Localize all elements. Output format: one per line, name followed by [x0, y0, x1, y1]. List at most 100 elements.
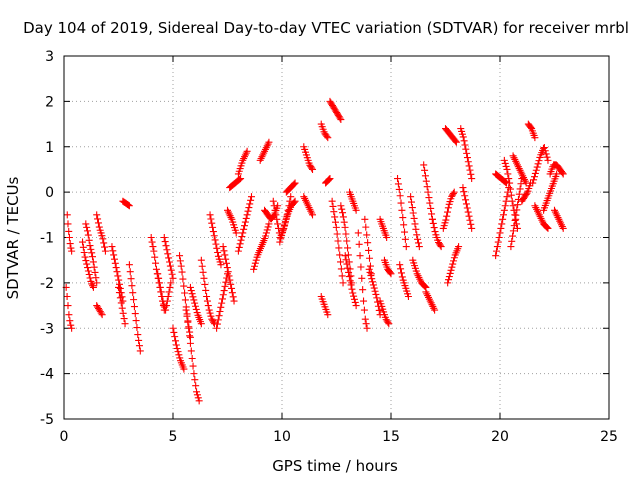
data-point	[120, 315, 128, 323]
data-point	[222, 259, 230, 267]
data-point	[402, 243, 410, 251]
data-point	[437, 243, 445, 251]
data-point	[383, 234, 391, 241]
data-point	[68, 324, 76, 332]
data-point	[427, 204, 435, 212]
data-point	[68, 247, 76, 255]
data-point	[369, 281, 377, 289]
y-tick-label: -3	[40, 321, 54, 337]
data-point	[161, 238, 169, 246]
data-point	[126, 268, 134, 276]
data-point	[460, 137, 468, 145]
data-point	[83, 260, 91, 268]
data-point	[191, 299, 199, 307]
data-point	[229, 293, 237, 301]
data-point	[65, 227, 73, 235]
data-point	[186, 333, 194, 341]
data-point	[335, 244, 343, 252]
data-point	[352, 302, 360, 310]
data-point	[396, 192, 404, 200]
data-point	[351, 298, 359, 306]
data-point	[542, 150, 550, 158]
data-point	[265, 220, 273, 228]
data-point	[93, 279, 101, 287]
data-point	[452, 138, 460, 146]
data-point	[502, 197, 510, 205]
data-point	[186, 339, 194, 347]
data-point	[534, 160, 542, 168]
data-point	[129, 289, 137, 297]
data-point	[163, 297, 171, 305]
data-point	[278, 232, 286, 240]
data-point	[462, 196, 470, 204]
data-point	[459, 184, 467, 192]
data-point	[459, 133, 467, 141]
data-point	[498, 220, 506, 228]
data-point	[152, 265, 160, 273]
data-point	[191, 376, 199, 384]
data-point	[533, 163, 541, 171]
data-point	[468, 224, 476, 232]
data-point	[511, 216, 519, 224]
data-point	[217, 261, 225, 269]
data-point	[125, 261, 133, 269]
data-point	[337, 258, 345, 266]
data-point	[89, 258, 97, 266]
data-point	[228, 284, 236, 292]
data-point	[166, 283, 174, 291]
data-point	[343, 260, 351, 268]
data-point	[355, 240, 363, 248]
data-point	[185, 324, 193, 332]
data-point	[114, 272, 122, 280]
data-point	[162, 302, 170, 310]
data-point	[176, 252, 184, 260]
data-point	[400, 221, 408, 229]
data-point	[156, 283, 164, 291]
data-point	[225, 272, 233, 280]
data-point	[449, 260, 457, 268]
data-point	[346, 277, 354, 285]
data-point	[200, 274, 208, 282]
data-point	[188, 355, 196, 362]
data-point	[362, 223, 370, 231]
data-point	[116, 280, 124, 288]
data-point	[529, 179, 537, 187]
data-point	[90, 263, 98, 271]
data-point	[444, 204, 452, 212]
data-point	[445, 276, 453, 284]
data-point	[499, 211, 507, 219]
data-point	[80, 249, 88, 257]
data-point	[348, 285, 356, 293]
data-point	[227, 280, 235, 288]
data-point	[238, 233, 246, 241]
x-axis-label: GPS time / hours	[272, 457, 398, 475]
data-point	[514, 201, 522, 209]
data-point	[530, 173, 538, 181]
data-point	[219, 243, 227, 251]
data-point	[84, 267, 92, 275]
data-point	[215, 312, 223, 320]
x-tick-label: 20	[491, 429, 509, 445]
data-point	[291, 197, 299, 205]
data-point	[236, 240, 244, 248]
data-point	[247, 196, 255, 204]
data-point	[192, 382, 200, 390]
data-point	[252, 256, 260, 264]
data-point	[172, 337, 180, 345]
data-point	[97, 309, 105, 317]
data-point	[397, 199, 405, 207]
grid-lines	[64, 56, 609, 419]
data-point	[397, 265, 405, 273]
data-point	[363, 324, 371, 332]
data-point	[241, 218, 249, 226]
data-point	[224, 268, 232, 276]
data-point	[531, 169, 539, 177]
data-point	[334, 237, 342, 245]
data-point	[273, 215, 281, 223]
data-point	[157, 288, 165, 296]
y-tick-labels: -5 -4 -3 -2 -1 0 1 2 3	[40, 49, 54, 428]
data-point	[467, 170, 475, 178]
data-point	[212, 240, 220, 248]
data-point	[81, 253, 89, 261]
